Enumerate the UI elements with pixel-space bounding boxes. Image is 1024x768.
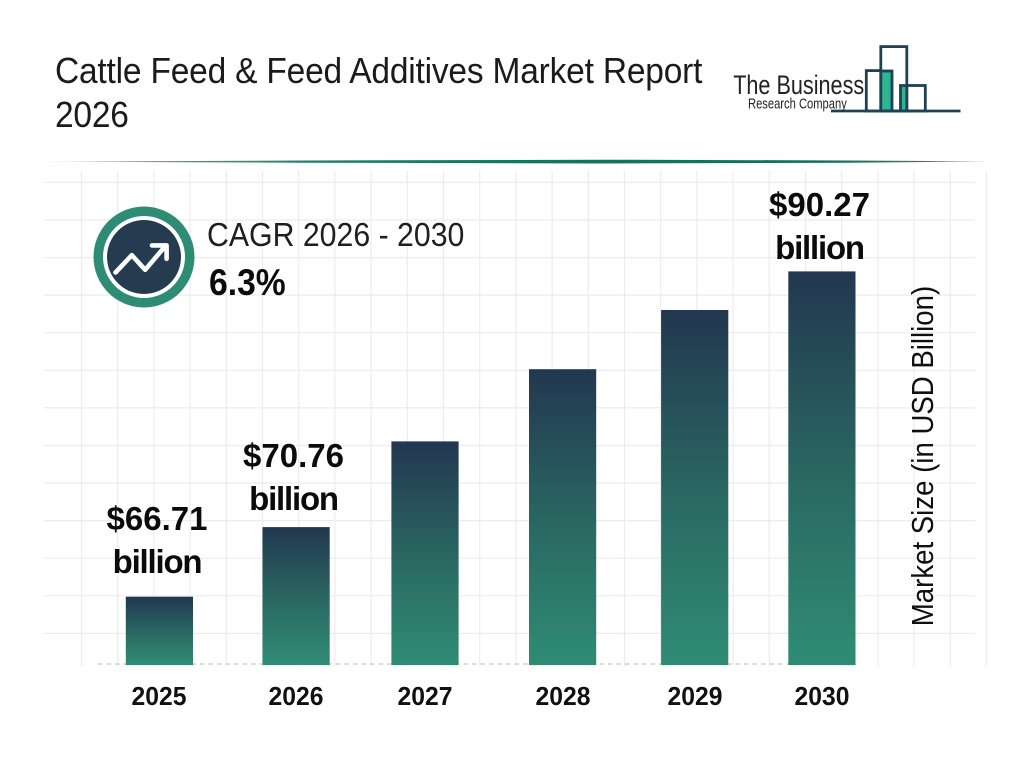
svg-text:Research Company: Research Company <box>748 95 847 112</box>
svg-text:The Business: The Business <box>733 71 864 101</box>
